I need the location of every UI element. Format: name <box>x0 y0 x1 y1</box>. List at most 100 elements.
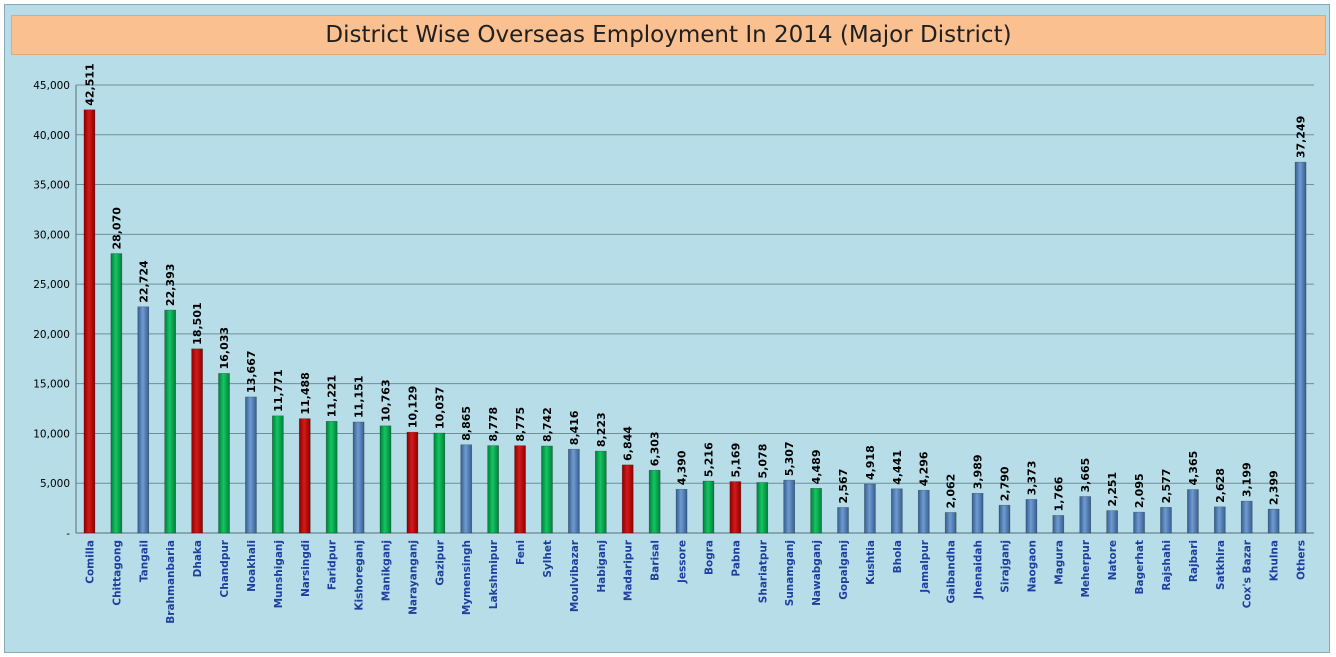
value-label: 4,390 <box>676 450 689 485</box>
bar <box>83 109 96 534</box>
x-tick-label: Naogaon <box>1026 540 1038 592</box>
x-tick-label: Meherpur <box>1080 539 1092 597</box>
value-label: 5,078 <box>756 444 769 479</box>
value-label: 2,399 <box>1268 470 1281 505</box>
bar <box>998 504 1011 534</box>
x-tick-label: Brahmanbaria <box>165 540 177 624</box>
bar <box>1025 499 1038 534</box>
value-label: 3,373 <box>1025 461 1038 496</box>
chart-title: District Wise Overseas Employment In 201… <box>325 22 1012 48</box>
value-label: 5,216 <box>702 442 715 477</box>
x-tick-label: Satkhira <box>1215 540 1227 590</box>
value-label: 2,062 <box>945 474 958 509</box>
bar <box>729 481 742 534</box>
bar <box>864 483 876 534</box>
x-axis-tick-labels: Comilla Chittagong Tangail Brahmanbaria Dhak… <box>84 539 1307 624</box>
x-tick-label: Pabna <box>730 540 742 577</box>
bar <box>891 488 903 534</box>
bar <box>245 396 257 534</box>
bar <box>433 432 446 534</box>
x-tick-label: Bogra <box>703 540 715 575</box>
x-tick-label: Gazipur <box>434 539 446 585</box>
bar <box>917 489 930 534</box>
value-label: 13,667 <box>245 350 258 392</box>
bar <box>487 445 499 534</box>
bar <box>191 348 203 534</box>
value-label: 28,070 <box>110 207 123 250</box>
y-tick-label: 25,000 <box>33 279 70 291</box>
x-tick-label: Bagerhat <box>1134 540 1146 594</box>
value-label: 8,775 <box>514 407 527 442</box>
x-tick-label: Moulvibazar <box>569 539 581 612</box>
y-tick-label: - <box>66 528 70 540</box>
value-label: 6,303 <box>649 431 662 466</box>
bar <box>756 482 769 534</box>
bar <box>1106 510 1118 534</box>
bar <box>218 373 230 534</box>
x-tick-label: Rajshahi <box>1161 540 1173 591</box>
bar <box>514 445 526 534</box>
value-label: 4,441 <box>891 450 904 485</box>
x-tick-label: Bhola <box>892 540 904 573</box>
x-tick-label: Narsingdi <box>300 540 312 597</box>
x-tick-label: Chandpur <box>219 539 231 597</box>
x-tick-label: Cox's Bazar <box>1242 539 1254 608</box>
value-label: 2,251 <box>1106 472 1119 507</box>
value-label: 22,724 <box>137 260 150 303</box>
bar <box>702 480 715 534</box>
value-label: 16,033 <box>218 327 231 369</box>
value-label: 10,037 <box>433 387 446 429</box>
x-tick-label: Kishoreganj <box>354 540 366 611</box>
y-tick-label: 30,000 <box>33 229 70 241</box>
value-label: 3,665 <box>1079 458 1092 493</box>
x-tick-label: Munshiganj <box>273 540 285 608</box>
value-labels: 42,511 28,070 22,724 22,393 18,501 16,033 13,6… <box>83 63 1307 511</box>
value-label: 2,577 <box>1160 469 1173 504</box>
y-tick-label: 10,000 <box>33 428 70 440</box>
bars <box>83 109 1307 534</box>
chart-title-bar: District Wise Overseas Employment In 201… <box>11 15 1326 55</box>
x-tick-label: Madaripur <box>623 539 635 601</box>
x-tick-label: Barisal <box>650 540 662 581</box>
bar <box>783 479 795 534</box>
bar <box>1187 489 1199 534</box>
y-tick-label: 35,000 <box>33 180 70 192</box>
bar <box>1160 507 1172 534</box>
x-tick-label: Jhenaidah <box>973 540 985 600</box>
bar <box>1294 161 1307 534</box>
value-label: 3,989 <box>972 454 985 489</box>
bar <box>944 512 957 534</box>
x-tick-label: Feni <box>515 540 527 565</box>
y-tick-label: 20,000 <box>33 329 70 341</box>
value-label: 22,393 <box>164 264 177 306</box>
bar <box>352 421 365 534</box>
bar <box>595 450 607 534</box>
bar <box>837 507 849 534</box>
x-tick-label: Nawabganj <box>811 540 823 606</box>
x-tick-label: Others <box>1296 540 1308 580</box>
chart-area <box>4 4 1330 653</box>
x-tick-label: Gopalganj <box>838 540 850 600</box>
value-label: 2,790 <box>999 466 1012 501</box>
x-tick-label: Sylhet <box>542 540 554 578</box>
x-tick-label: Narayanganj <box>407 540 419 615</box>
x-tick-label: Noakhali <box>246 540 258 592</box>
bar <box>272 415 284 534</box>
x-tick-label: Khulna <box>1269 540 1281 581</box>
bar <box>164 309 176 534</box>
x-tick-label: Sirajganj <box>1000 540 1012 593</box>
bar <box>1240 500 1253 534</box>
value-label: 18,501 <box>191 302 204 344</box>
value-label: 8,778 <box>487 407 500 442</box>
x-tick-label: Chittagong <box>111 540 123 606</box>
value-label: 5,307 <box>783 441 796 476</box>
value-label: 8,865 <box>460 406 473 441</box>
value-label: 4,365 <box>1187 451 1200 486</box>
bar <box>137 306 150 534</box>
value-label: 37,249 <box>1295 116 1308 158</box>
x-tick-label: Gaibandha <box>946 540 958 603</box>
bar <box>1214 506 1226 534</box>
bar <box>810 488 822 534</box>
value-label: 4,489 <box>810 450 823 485</box>
x-tick-label: Shariatpur <box>757 539 769 603</box>
